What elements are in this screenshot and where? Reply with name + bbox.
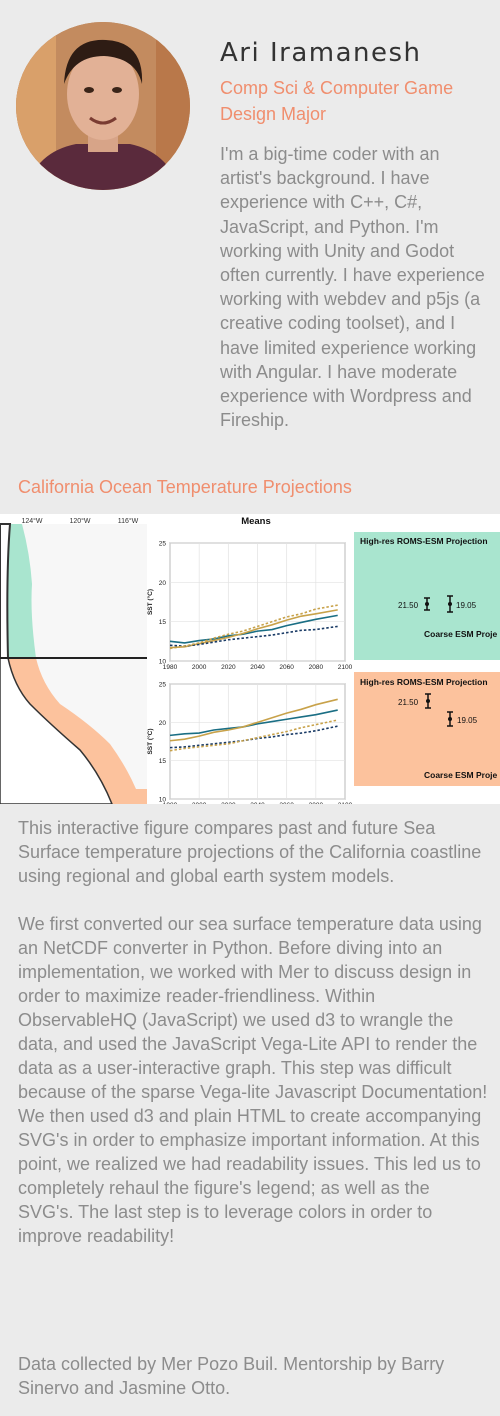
description-paragraph: We first converted our sea surface tempe… <box>18 914 488 1246</box>
y-tick-label: 20 <box>159 720 167 727</box>
x-tick-label: 1980 <box>163 664 178 671</box>
y-tick-label: 15 <box>159 758 167 765</box>
avatar <box>16 22 190 190</box>
x-tick-label: 2040 <box>250 802 265 804</box>
sst-figure[interactable]: 124°W 120°W 116°W 1980 2000 2020 2040 2060 20… <box>0 514 500 804</box>
panel-footer: Coarse ESM Proje <box>424 770 497 780</box>
panel-header: High-res ROMS-ESM Projection <box>360 677 488 687</box>
y-tick-label: 10 <box>159 797 167 804</box>
map-lon-label: 124°W <box>21 517 42 525</box>
y-tick-label: 15 <box>159 619 167 626</box>
error-bar <box>447 711 453 727</box>
series-line[interactable] <box>169 698 338 742</box>
chart-north[interactable]: 1980 2000 2020 2040 2060 2080 2100 10 15 20 25 SST … <box>146 516 353 671</box>
series-line[interactable] <box>169 614 338 644</box>
panel-header: High-res ROMS-ESM Projection <box>360 536 488 546</box>
x-tick-label: 2000 <box>192 664 207 671</box>
panel-south[interactable]: High-res ROMS-ESM Projection 21.50 19.05… <box>354 672 500 786</box>
profile-name: Ari Iramanesh <box>220 38 422 68</box>
y-tick-label: 25 <box>159 682 167 689</box>
error-bar <box>425 693 431 709</box>
y-tick-label: 25 <box>159 541 167 548</box>
map-north <box>0 523 147 659</box>
y-tick-label: 10 <box>159 659 167 666</box>
project-description: This interactive figure compares past an… <box>18 816 488 1272</box>
x-tick-label: 2080 <box>309 802 324 804</box>
series-line[interactable] <box>169 604 338 650</box>
x-tick-label: 2100 <box>338 664 353 671</box>
north-coast-region[interactable] <box>7 524 36 658</box>
y-axis-label: SST (°C) <box>146 589 154 615</box>
map-lon-label: 116°W <box>118 517 139 525</box>
sst-figure-svg: 124°W 120°W 116°W 1980 2000 2020 2040 2060 20… <box>0 516 500 805</box>
x-tick-label: 2060 <box>279 802 294 804</box>
y-tick-label: 20 <box>159 580 167 587</box>
panel-value-a: 21.50 <box>398 698 419 707</box>
x-tick-label: 2020 <box>221 802 236 804</box>
x-tick-label: 2020 <box>221 664 236 671</box>
panel-value-b: 19.05 <box>457 716 478 725</box>
map-south <box>0 657 147 804</box>
error-bar <box>447 595 453 613</box>
credits-text: Data collected by Mer Pozo Buil. Mentors… <box>18 1354 445 1398</box>
x-tick-label: 2060 <box>279 664 294 671</box>
project-title[interactable]: California Ocean Temperature Projections <box>18 477 352 497</box>
credits: Data collected by Mer Pozo Buil. Mentors… <box>18 1352 488 1400</box>
error-bar <box>424 597 430 611</box>
x-tick-label: 2080 <box>309 664 324 671</box>
panel-value-a: 21.50 <box>398 601 419 610</box>
map-lon-label: 120°W <box>69 517 90 525</box>
x-tick-label: 2040 <box>250 664 265 671</box>
x-tick-label: 1980 <box>163 802 178 804</box>
y-axis-label: SST (°C) <box>146 728 154 754</box>
x-tick-label: 2100 <box>338 802 353 804</box>
chart-title: Means <box>241 516 271 527</box>
panel-north[interactable]: High-res ROMS-ESM Projection 21.50 19.05… <box>354 532 500 660</box>
panel-value-b: 19.05 <box>456 601 477 610</box>
x-tick-label: 2000 <box>192 802 207 804</box>
profile-major: Comp Sci & Computer Game Design Major <box>220 78 454 124</box>
chart-south[interactable]: 1980 2000 2020 2040 2060 2080 2100 10 15 20 25 SST … <box>146 682 353 805</box>
profile-bio: I'm a big-time coder with an artist's ba… <box>220 144 485 431</box>
avatar-portrait-image <box>16 22 190 190</box>
series-line[interactable] <box>169 719 338 752</box>
panel-footer: Coarse ESM Proje <box>424 629 497 639</box>
south-coast-region[interactable] <box>8 658 147 804</box>
description-paragraph: This interactive figure compares past an… <box>18 818 482 886</box>
